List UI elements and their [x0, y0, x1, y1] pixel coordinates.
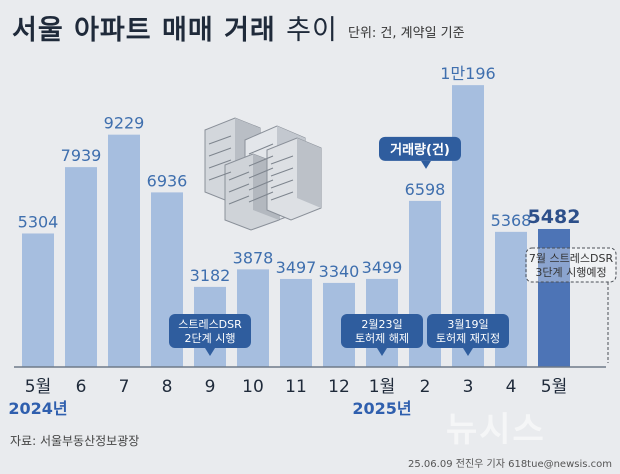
- title-main: 서울 아파트 매매 거래: [12, 15, 276, 46]
- annotation-box-3: [525, 247, 617, 283]
- bar-12: [538, 228, 570, 367]
- annotation-pointer-2: [463, 348, 473, 356]
- series-label-pointer: [421, 160, 431, 169]
- year-label-8: 2025년: [352, 399, 411, 418]
- value-label-6: 3497: [276, 258, 317, 277]
- value-label-12: 5482: [528, 206, 581, 228]
- credit-line: 25.06.09 전진우 기자 618tue@newsis.com: [408, 459, 612, 470]
- annotation-text-1-1: 토허제 해제: [355, 331, 409, 345]
- value-label-10: 1만196: [440, 64, 495, 83]
- watermark-logo: 뉴시스: [446, 410, 546, 450]
- tick-label-0: 5월: [25, 377, 51, 397]
- annotation-text-2-0: 3월19일: [447, 317, 488, 331]
- series-label: 거래량(건): [390, 142, 450, 158]
- annotation-text-3-1: 3단계 시행예정: [535, 266, 606, 279]
- value-label-3: 6936: [147, 171, 188, 190]
- value-label-7: 3340: [319, 262, 360, 281]
- annotation-text-0-0: 스트레스DSR: [178, 318, 242, 331]
- value-label-11: 5368: [491, 211, 532, 230]
- title-trend: 추이: [286, 15, 338, 46]
- tick-label-1: 6: [76, 377, 87, 397]
- annotation-box-2: [427, 314, 509, 348]
- bar-1: [65, 167, 97, 367]
- annotation-text-3-0: 7월 스트레스DSR: [529, 252, 614, 265]
- tick-label-4: 9: [205, 377, 216, 397]
- bar-0: [22, 233, 54, 367]
- tick-label-2: 7: [119, 377, 130, 397]
- apartment-buildings-icon: [204, 117, 322, 231]
- annotation-text-1-0: 2월23일: [361, 317, 402, 331]
- tick-label-8: 1월: [369, 377, 395, 397]
- annotation-text-2-1: 토허제 재지정: [436, 332, 500, 345]
- page-title: 서울 아파트 매매 거래 추이: [12, 8, 338, 47]
- tick-label-3: 8: [162, 377, 173, 397]
- value-label-2: 9229: [104, 114, 145, 133]
- tick-label-6: 11: [285, 377, 307, 397]
- unit-note: 단위: 건, 계약일 기준: [348, 26, 465, 41]
- value-label-0: 5304: [18, 212, 59, 231]
- tick-label-9: 2: [420, 377, 431, 397]
- annotation-box-0: [169, 314, 251, 348]
- series-label-box: [379, 136, 461, 161]
- value-label-5: 3878: [233, 248, 274, 267]
- annotation-pointer-0: [205, 348, 215, 356]
- annotation-pointer-1: [377, 348, 387, 356]
- value-label-8: 3499: [362, 258, 403, 277]
- tick-label-5: 10: [242, 377, 264, 397]
- value-label-9: 6598: [405, 180, 446, 199]
- tick-label-11: 4: [506, 377, 517, 397]
- value-label-4: 3182: [190, 266, 231, 285]
- bar-2: [108, 134, 140, 367]
- tick-label-10: 3: [463, 377, 474, 397]
- tick-label-12: 5월: [541, 377, 567, 397]
- annotation-text-0-1: 2단계 시행: [185, 332, 236, 345]
- value-label-1: 7939: [61, 146, 102, 165]
- source-note: 자료: 서울부동산정보광장: [10, 434, 140, 448]
- year-label-0: 2024년: [8, 399, 67, 418]
- annotation-box-1: [341, 314, 423, 348]
- tick-label-7: 12: [328, 377, 350, 397]
- bar-6: [280, 278, 312, 367]
